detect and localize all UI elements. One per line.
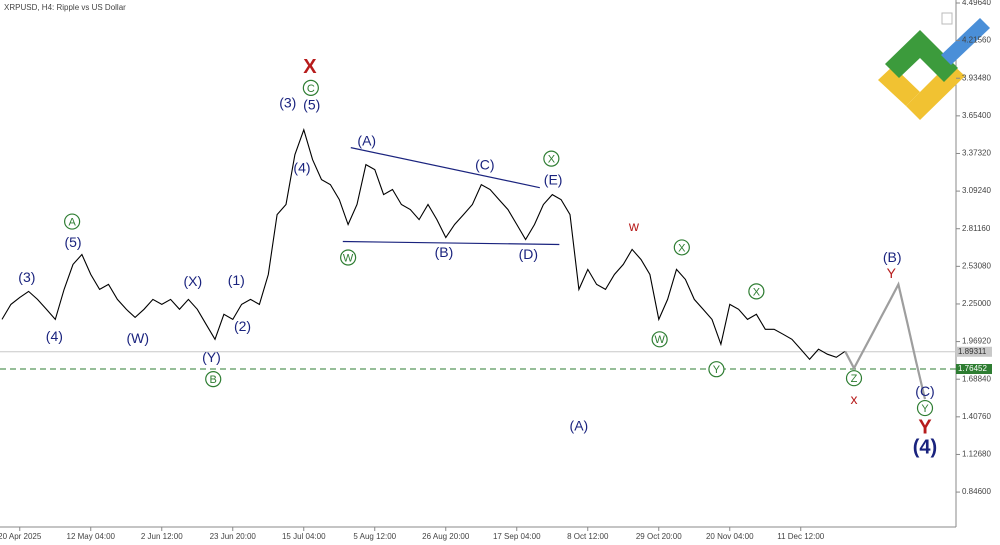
wave-label: (2) bbox=[234, 318, 251, 334]
y-tick-label: 3.93480 bbox=[962, 73, 991, 82]
wave-label: X bbox=[753, 286, 761, 298]
y-tick-label: 3.09240 bbox=[962, 186, 991, 195]
y-tick-label: 4.49640 bbox=[962, 0, 991, 7]
x-tick-label: 15 Jul 04:00 bbox=[282, 532, 326, 541]
wave-label: Y bbox=[887, 265, 897, 281]
wave-label: (5) bbox=[64, 234, 81, 250]
x-tick-label: 2 Jun 12:00 bbox=[141, 532, 183, 541]
price-level-label: 1.89311 bbox=[958, 347, 987, 356]
wave-label-circle bbox=[64, 213, 81, 230]
x-tick-label: 8 Oct 12:00 bbox=[567, 532, 609, 541]
wave-label-circle bbox=[916, 399, 934, 417]
wave-label: (W) bbox=[127, 330, 150, 346]
wave-label: (E) bbox=[544, 171, 563, 187]
y-tick-label: 3.65400 bbox=[962, 111, 991, 120]
panel-button[interactable] bbox=[941, 12, 953, 25]
wave-label-circle bbox=[748, 283, 765, 300]
price-level-label: 1.76452 bbox=[958, 364, 987, 373]
y-tick-label: 2.81160 bbox=[962, 224, 991, 233]
y-tick-label: 2.25000 bbox=[962, 299, 991, 308]
wave-label: (B) bbox=[883, 249, 902, 265]
wave-label: (3) bbox=[18, 269, 35, 285]
wave-label-circle bbox=[302, 79, 319, 96]
x-tick-label: 20 Nov 04:00 bbox=[706, 532, 754, 541]
wave-label-circle bbox=[651, 331, 668, 348]
wave-label: (X) bbox=[183, 273, 202, 289]
chart-title: XRPUSD, H4: Ripple vs US Dollar bbox=[4, 3, 126, 12]
wave-label: (Y) bbox=[202, 349, 221, 365]
y-tick-label: 1.96920 bbox=[962, 337, 991, 346]
y-tick-label: 1.68840 bbox=[962, 374, 991, 383]
x-tick-label: 11 Dec 12:00 bbox=[777, 532, 825, 541]
wave-label: X bbox=[548, 153, 556, 165]
wave-label: Y bbox=[921, 403, 929, 415]
wave-label-circle bbox=[845, 370, 863, 387]
trend-line bbox=[342, 240, 560, 246]
x-tick-label: 29 Oct 20:00 bbox=[636, 532, 682, 541]
y-tick-label: 1.40760 bbox=[962, 412, 991, 421]
wave-label-circle bbox=[673, 239, 690, 256]
wave-label: w bbox=[628, 218, 640, 234]
price-level-box bbox=[956, 346, 992, 357]
wave-label: (C) bbox=[475, 156, 494, 172]
wave-label: (D) bbox=[519, 246, 538, 262]
x-tick-label: 5 Aug 12:00 bbox=[353, 532, 396, 541]
wave-label-circle bbox=[205, 371, 222, 388]
wave-label: B bbox=[210, 374, 217, 386]
wave-label: (A) bbox=[357, 132, 376, 148]
wave-label: A bbox=[68, 216, 76, 228]
wave-label: Y bbox=[713, 364, 721, 376]
wave-label: (5) bbox=[303, 96, 320, 112]
y-tick-label: 0.84600 bbox=[962, 487, 991, 496]
y-tick-label: 1.12680 bbox=[962, 450, 991, 459]
wave-label: X bbox=[303, 56, 317, 78]
wave-label: (B) bbox=[435, 244, 454, 260]
x-tick-label: 23 Jun 20:00 bbox=[210, 532, 257, 541]
wave-label: Y bbox=[918, 416, 932, 438]
y-tick-label: 3.37320 bbox=[962, 149, 991, 158]
logo bbox=[878, 18, 990, 120]
forecast-line bbox=[844, 281, 927, 400]
wave-label: W bbox=[343, 252, 354, 264]
price-line bbox=[1, 128, 846, 361]
wave-label: (4) bbox=[913, 436, 937, 458]
x-tick-label: 12 May 04:00 bbox=[67, 532, 116, 541]
x-tick-label: 26 Aug 20:00 bbox=[422, 532, 470, 541]
y-tick-label: 4.21560 bbox=[962, 36, 991, 45]
wave-label: (C) bbox=[915, 383, 934, 399]
wave-label-circle bbox=[708, 361, 725, 378]
wave-label-circle bbox=[543, 150, 560, 167]
wave-label: W bbox=[654, 334, 665, 346]
wave-label: (3) bbox=[279, 94, 296, 110]
wave-label: x bbox=[851, 391, 858, 407]
wave-label: (4) bbox=[46, 328, 63, 344]
x-tick-label: 20 Apr 2025 bbox=[0, 532, 42, 541]
wave-label: (1) bbox=[228, 272, 245, 288]
x-tick-label: 17 Sep 04:00 bbox=[493, 532, 541, 541]
wave-label: (4) bbox=[293, 159, 310, 175]
wave-label-circle bbox=[340, 249, 357, 266]
trend-line bbox=[350, 147, 540, 189]
y-tick-label: 2.53080 bbox=[962, 261, 991, 270]
wave-label: Z bbox=[851, 373, 858, 385]
wave-label: X bbox=[678, 242, 686, 254]
wave-label: (A) bbox=[570, 418, 589, 434]
price-level-box bbox=[956, 364, 992, 375]
wave-label: C bbox=[307, 83, 315, 95]
